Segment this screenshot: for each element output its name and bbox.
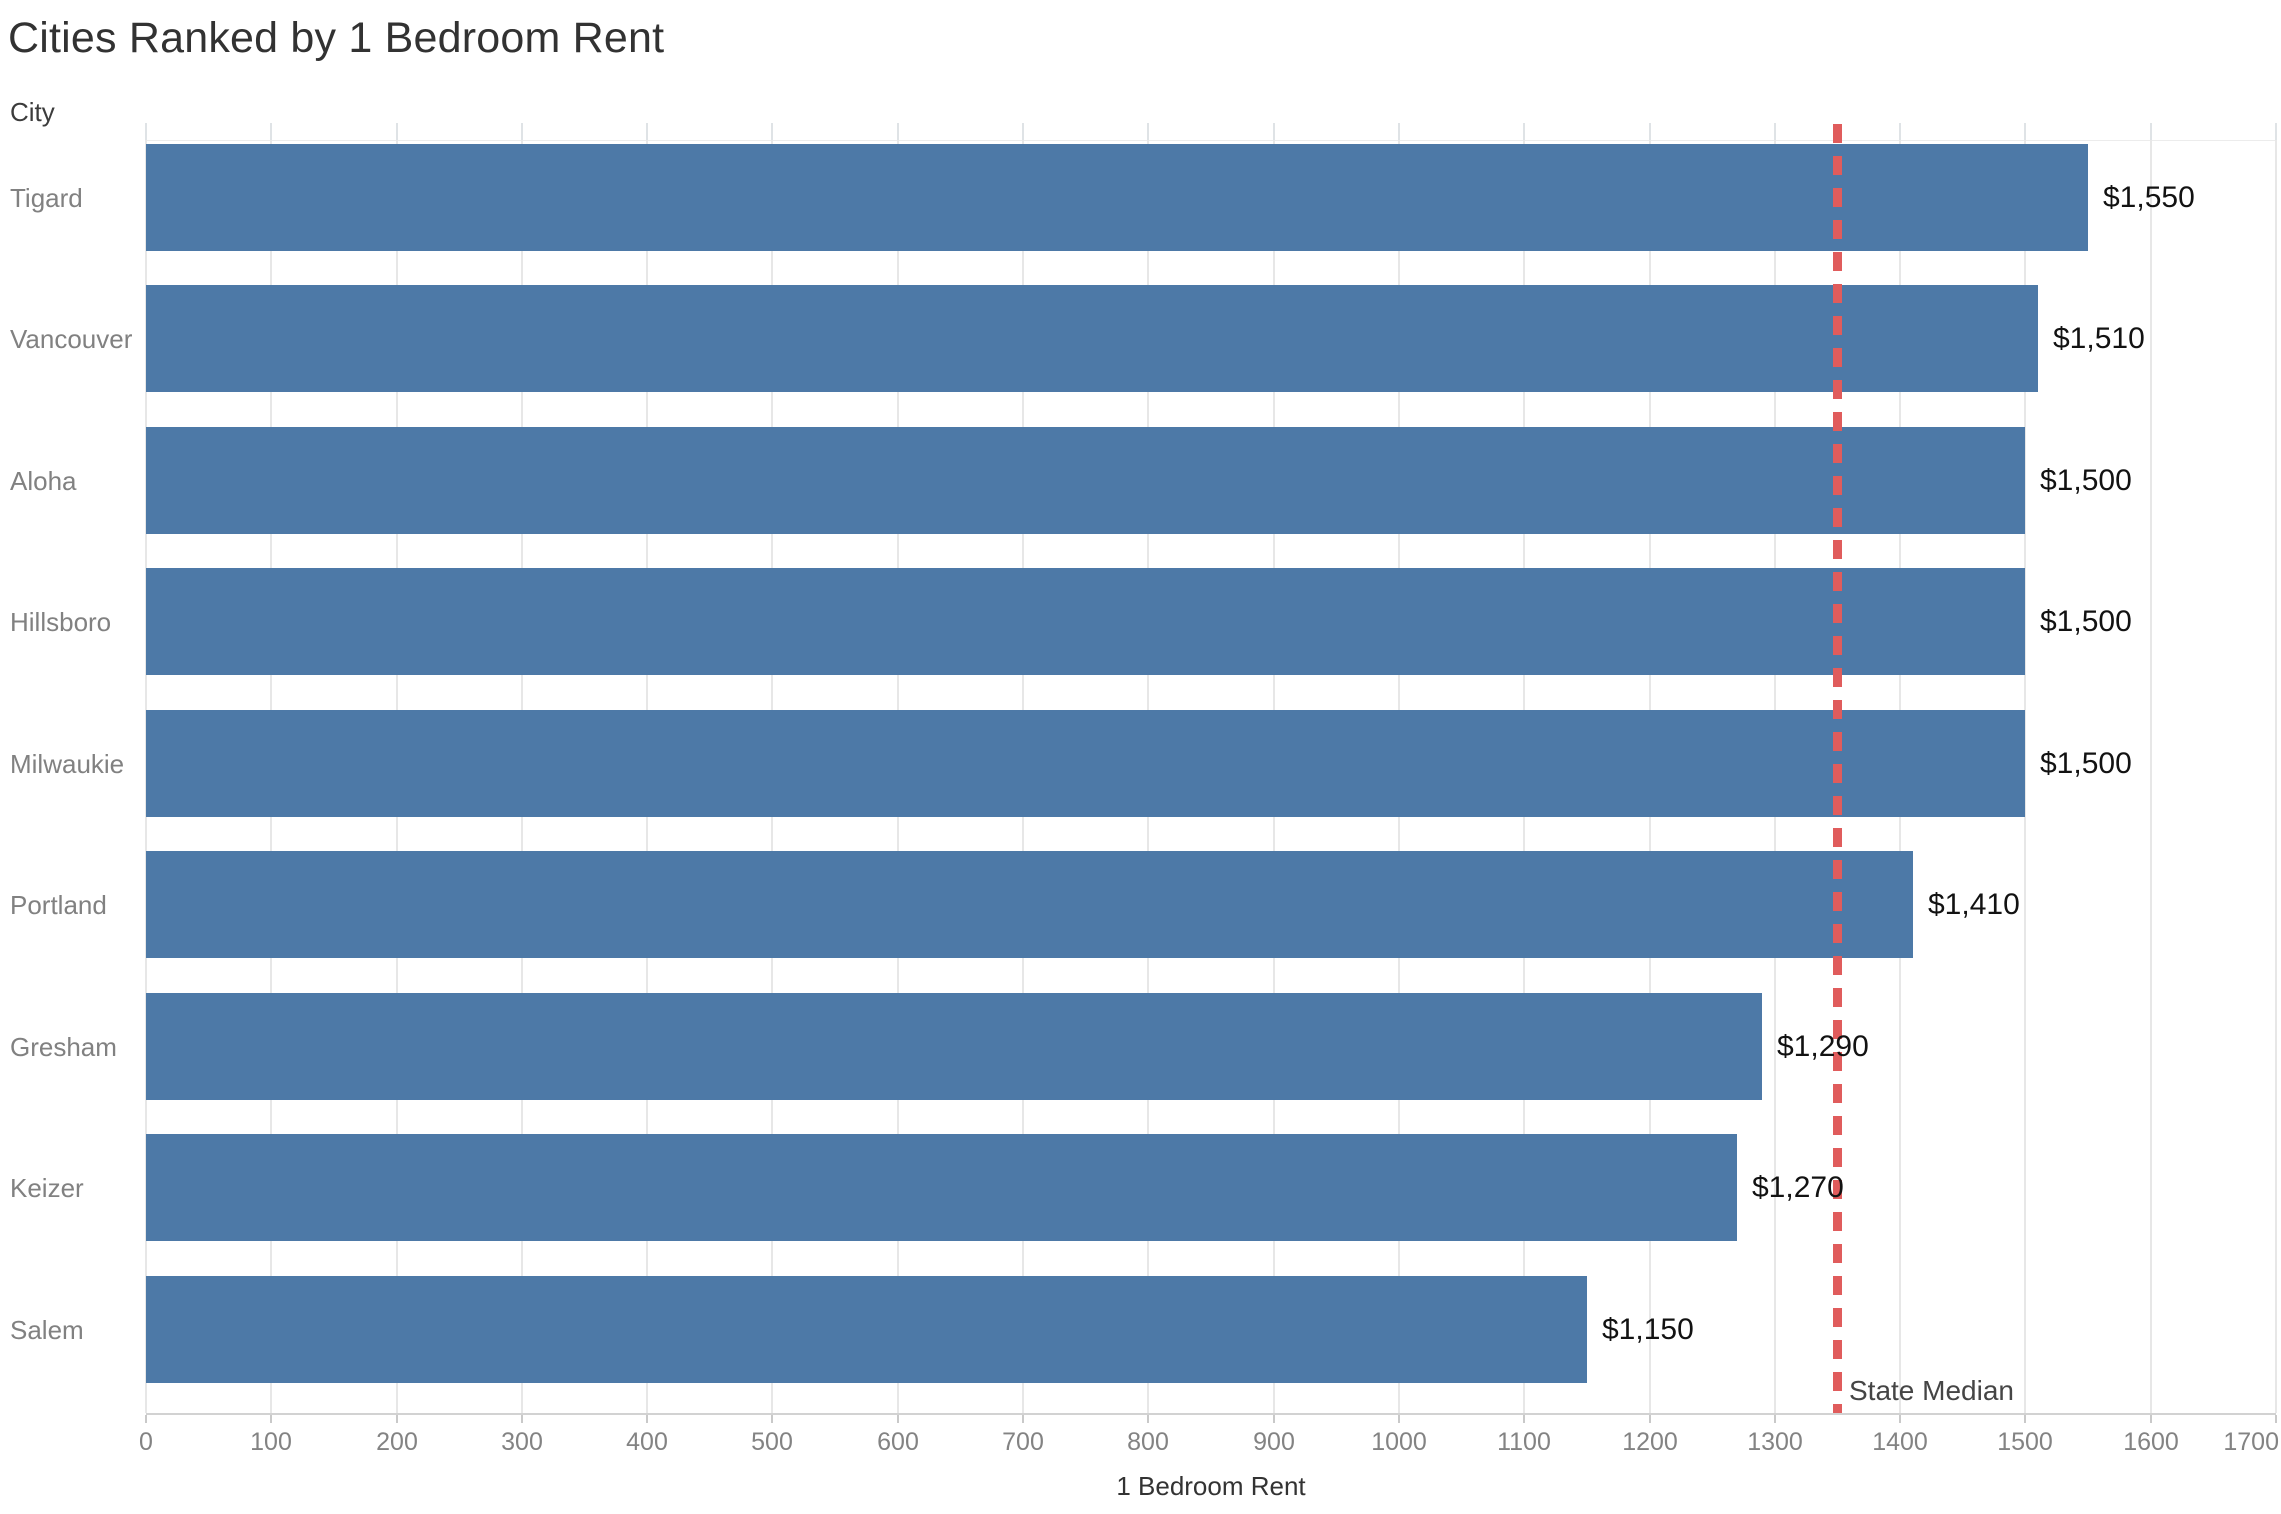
axis-tick: [396, 123, 398, 140]
x-tick-label: 600: [877, 1428, 919, 1456]
gridline: [2024, 140, 2026, 1413]
bar[interactable]: [146, 851, 1913, 958]
axis-tick: [771, 1415, 773, 1423]
bar-value-label: $1,500: [2040, 605, 2132, 638]
plot-top-border: [146, 140, 2276, 141]
bar-value-label: $1,500: [2040, 464, 2132, 497]
x-tick-label: 1200: [1622, 1428, 1678, 1456]
axis-tick: [270, 123, 272, 140]
bar-value-label: $1,270: [1752, 1171, 1844, 1204]
x-tick-label: 0: [139, 1428, 153, 1456]
y-tick-label: Aloha: [10, 466, 77, 496]
axis-tick: [1649, 123, 1651, 140]
axis-tick: [1899, 123, 1901, 140]
axis-tick: [897, 1415, 899, 1423]
x-tick-label: 300: [501, 1428, 543, 1456]
axis-tick: [521, 123, 523, 140]
axis-tick: [2024, 1415, 2026, 1423]
bar-value-label: $1,510: [2053, 322, 2145, 355]
x-tick-label: 1500: [1997, 1428, 2053, 1456]
x-tick-label: 1300: [1747, 1428, 1803, 1456]
axis-tick: [1774, 1415, 1776, 1423]
axis-tick: [1899, 1415, 1901, 1423]
axis-tick: [521, 1415, 523, 1423]
x-tick-label: 1100: [1497, 1428, 1551, 1456]
axis-tick: [1273, 123, 1275, 140]
bar-value-label: $1,550: [2103, 181, 2195, 214]
y-tick-label: Milwaukie: [10, 749, 125, 779]
bar[interactable]: [146, 568, 2025, 675]
x-tick-label: 200: [376, 1428, 418, 1456]
axis-tick: [771, 123, 773, 140]
y-tick-label: Gresham: [10, 1032, 117, 1062]
bar[interactable]: [146, 993, 1762, 1100]
axis-tick: [145, 1415, 147, 1423]
bar-value-label: $1,410: [1928, 888, 2020, 921]
y-tick-label: Keizer: [10, 1173, 84, 1203]
axis-tick: [1273, 1415, 1275, 1423]
axis-tick: [2275, 123, 2277, 140]
y-tick-label: Tigard: [10, 183, 83, 213]
bar-value-label: $1,150: [1602, 1313, 1694, 1346]
x-tick-label: 1700: [2223, 1428, 2279, 1456]
axis-tick: [1022, 1415, 1024, 1423]
column-header: City: [10, 97, 55, 127]
axis-tick: [145, 123, 147, 140]
bar[interactable]: [146, 710, 2025, 817]
bar[interactable]: [146, 427, 2025, 534]
axis-tick: [1022, 123, 1024, 140]
bar-value-label: $1,500: [2040, 747, 2132, 780]
reference-line: [1833, 124, 1842, 1413]
x-tick-label: 100: [250, 1428, 292, 1456]
y-tick-label: Hillsboro: [10, 607, 112, 637]
axis-tick: [1523, 1415, 1525, 1423]
axis-tick: [396, 1415, 398, 1423]
plot-area: $1,550 $1,510 $1,500 $1,500 $1,500 $1,410 $1,2…: [145, 123, 2277, 1423]
y-tick-label: Vancouver: [10, 324, 133, 354]
x-tick-label: 700: [1002, 1428, 1044, 1456]
axis-tick: [2150, 123, 2152, 140]
bar[interactable]: [146, 1134, 1737, 1241]
axis-tick: [1147, 1415, 1149, 1423]
x-axis-line: [146, 1413, 2276, 1415]
x-tick-label: 500: [751, 1428, 793, 1456]
axis-tick: [646, 1415, 648, 1423]
x-tick-label: 900: [1253, 1428, 1295, 1456]
axis-tick: [2150, 1415, 2152, 1423]
y-tick-label: Portland: [10, 890, 107, 920]
x-tick-label: 1600: [2123, 1428, 2179, 1456]
bar[interactable]: [146, 1276, 1587, 1383]
axis-tick: [897, 123, 899, 140]
x-axis-title: 1 Bedroom Rent: [1116, 1471, 1306, 1501]
axis-tick: [1398, 1415, 1400, 1423]
axis-tick: [1147, 123, 1149, 140]
bar[interactable]: [146, 144, 2088, 251]
gridline: [2150, 140, 2152, 1413]
axis-tick: [1649, 1415, 1651, 1423]
x-tick-label: 1000: [1371, 1428, 1427, 1456]
bar[interactable]: [146, 285, 2038, 392]
chart-title: Cities Ranked by 1 Bedroom Rent: [8, 14, 665, 62]
gridline: [2275, 140, 2277, 1413]
axis-tick: [270, 1415, 272, 1423]
y-tick-label: Salem: [10, 1315, 84, 1345]
reference-line-label: State Median: [1849, 1375, 2014, 1406]
axis-tick: [1398, 123, 1400, 140]
x-tick-label: 400: [626, 1428, 668, 1456]
axis-tick: [1774, 123, 1776, 140]
axis-tick: [1523, 123, 1525, 140]
axis-tick: [2024, 123, 2026, 140]
axis-tick: [646, 123, 648, 140]
x-tick-label: 1400: [1872, 1428, 1928, 1456]
x-tick-label: 800: [1127, 1428, 1169, 1456]
axis-tick: [2275, 1415, 2277, 1423]
bar-value-label: $1,290: [1777, 1030, 1869, 1063]
